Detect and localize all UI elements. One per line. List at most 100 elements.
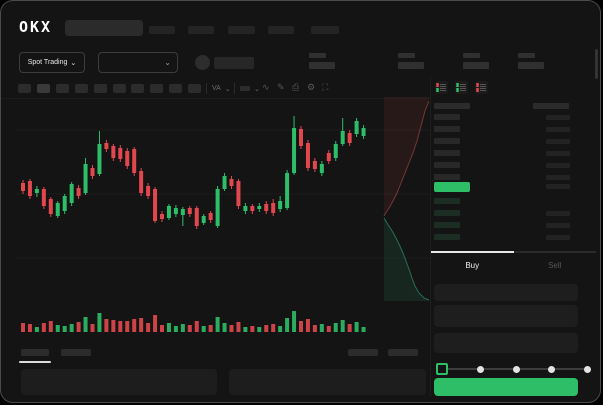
interval-button-1[interactable] [18,84,31,93]
camera-icon[interactable]: ⎙ [292,82,300,92]
volume-bar [236,322,241,332]
volume-bar [229,325,234,332]
nav-item-4[interactable] [268,26,294,34]
slider-stop-2[interactable] [476,365,484,373]
candle-body [299,129,303,146]
order-field-3[interactable] [434,333,578,353]
expand-icon[interactable]: ⛶ [322,82,329,92]
interval-button-2[interactable] [36,84,50,93]
nav-item-5[interactable] [311,26,339,34]
tab-sell[interactable]: Sell [513,251,596,277]
search-input[interactable] [65,20,143,36]
volume-bar [166,323,171,332]
ask-price-5[interactable] [434,162,460,168]
volume-bar [354,322,359,332]
bottom-tab-1[interactable] [21,349,49,356]
slider-stop-5[interactable] [584,365,591,373]
nav-item-2[interactable] [188,26,214,34]
interval-button-10[interactable] [188,84,202,93]
volume-bar [215,317,220,332]
stat-label-placeholder [518,53,535,58]
candle-body [215,189,220,226]
icon-mark [456,87,459,90]
gear-icon[interactable]: ⚙ [307,82,316,92]
candle-body [111,146,116,158]
candlestick-chart[interactable] [16,96,429,341]
volume-bar [55,325,60,332]
order-field-1[interactable] [434,284,578,301]
brush-icon[interactable]: ✎ [277,82,285,92]
bottom-tab-2[interactable] [61,349,91,356]
candle-body [326,153,331,161]
last-price-row[interactable] [434,182,470,192]
interval-button-4[interactable] [74,84,88,93]
trade-tabs: Buy Sell [431,251,596,277]
pair-name-placeholder [214,57,254,69]
chart-style-dropdown[interactable]: ⌄ [240,83,260,94]
slider-handle[interactable] [436,363,448,375]
candle-body [97,144,102,174]
bid-price-4[interactable] [434,234,460,240]
scale-dropdown[interactable]: VA ⌄ [212,83,231,94]
candle-body [250,206,255,211]
icon-line [440,85,446,87]
icon-mark [456,89,459,92]
volume-bar [104,319,109,332]
order-field-2[interactable] [434,305,578,327]
amount-slider[interactable] [436,363,591,375]
interval-button-9[interactable] [169,84,183,93]
interval-button-7[interactable] [131,84,145,93]
trading-mode-dropdown[interactable]: Spot Trading ⌄ [19,52,85,73]
book-combined-icon[interactable] [435,81,448,94]
volume-bar [76,322,81,332]
buy-submit-button[interactable] [434,378,578,396]
nav-item-3[interactable] [228,26,255,34]
icon-row [436,87,447,90]
ask-amount-4 [546,151,570,156]
slider-stop-3[interactable] [512,365,520,373]
stat-group-1 [309,53,359,71]
nav-item-1[interactable] [149,26,175,34]
active-tab-underline [19,361,51,363]
slider-stop-4[interactable] [548,365,556,373]
ask-amount-6 [546,175,570,180]
ask-price-4[interactable] [434,150,460,156]
interval-button-8[interactable] [150,84,164,93]
stat-label-placeholder [398,53,415,58]
interval-button-6[interactable] [112,84,126,93]
book-asks-icon[interactable] [475,81,488,94]
bid-price-2[interactable] [434,210,460,216]
volume-bar [173,326,178,332]
interval-button-3[interactable] [55,84,69,93]
bottom-action-2[interactable] [388,349,418,356]
volume-bar [278,326,283,332]
candle-body [187,208,192,214]
scrollbar-thumb[interactable] [595,49,598,79]
volume-bar [347,324,352,332]
tab-buy[interactable]: Buy [431,251,514,277]
ask-price-2[interactable] [434,126,460,132]
depth-ask-line [383,100,429,217]
candle-body [69,184,74,203]
pair-selector-dropdown[interactable]: ⌄ [98,52,178,73]
interval-button-5[interactable] [93,84,107,93]
ask-amount-5 [546,163,570,168]
trading-mode-label: Spot Trading [27,59,68,66]
wave-icon[interactable]: ∿ [262,82,270,92]
ask-price-3[interactable] [434,138,460,144]
coin-icon[interactable] [195,55,210,70]
icon-mark [436,87,439,90]
candle-body [48,199,53,214]
book-bids-icon[interactable] [455,81,468,94]
ask-price-6[interactable] [434,174,460,180]
bid-amount-4 [546,235,570,240]
candle-body [104,143,109,149]
ob-header-price [434,103,470,109]
icon-mark [476,87,479,90]
bid-price-3[interactable] [434,222,460,228]
bottom-action-1[interactable] [348,349,378,356]
icon-row [476,89,487,92]
ask-price-1[interactable] [434,114,460,120]
bid-price-1[interactable] [434,198,460,204]
